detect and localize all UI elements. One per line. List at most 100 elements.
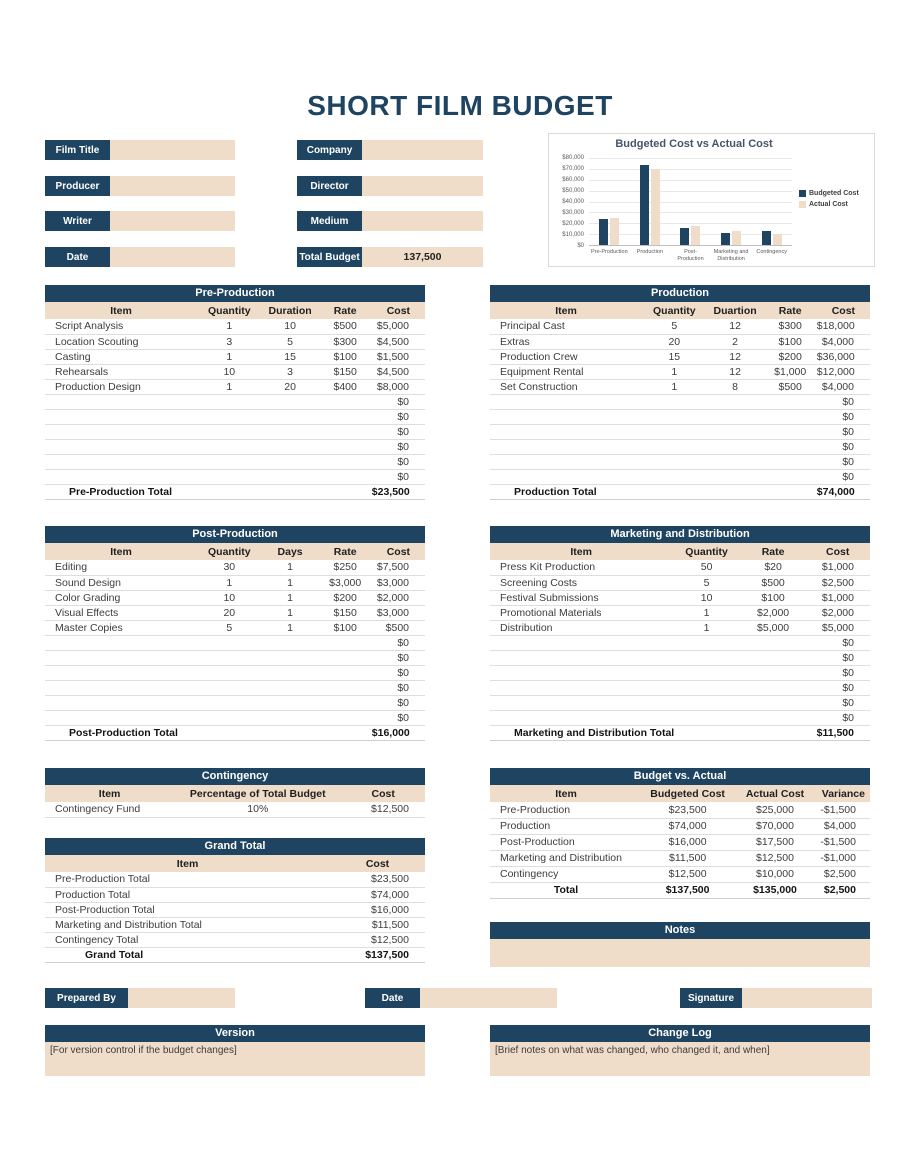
table-row: Casting 1 15 $100 $1,500 [45,349,425,365]
cell: $2,500 [816,866,870,883]
cell [261,680,319,696]
cell: Principal Cast [490,319,642,335]
column-header: Variance [816,785,870,802]
date-input[interactable] [110,247,235,267]
cell [490,650,673,666]
cell: $0 [371,665,425,681]
prepared-by-input[interactable] [128,988,235,1008]
cell: $100 [740,590,806,606]
director-input[interactable] [362,176,483,196]
change-log-input[interactable]: [Brief notes on what was changed, who ch… [490,1042,870,1076]
cell [672,680,741,696]
total-row: Post-Production Total $16,000 [45,725,425,741]
cell [490,680,673,696]
cell: $100 [318,620,372,636]
cell: $23,500 [642,802,734,819]
cell: $1,000 [805,590,870,606]
cell [642,454,707,470]
producer-label: Producer [45,176,110,196]
column-header: Item [45,855,330,872]
table-row: Production Crew 15 12 $200 $36,000 [490,349,870,365]
bar-group [751,158,792,245]
cell: $2,000 [805,605,870,621]
cell: Color Grading [45,590,197,606]
cell: $12,000 [816,364,870,380]
cell: $5,000 [740,620,806,636]
cell [763,424,817,440]
cell: $0 [371,469,425,485]
column-header-row: Item Quantity Days Rate Cost [45,543,425,560]
cell [45,665,197,681]
bar-group [670,158,711,245]
table-row: Principal Cast 5 12 $300 $18,000 [490,319,870,335]
company-input[interactable] [362,140,483,160]
column-header: Item [490,785,642,802]
cell: Pre-Production Total [45,872,330,888]
cell: 12 [706,364,764,380]
cell [45,454,197,470]
cell: $500 [740,575,806,591]
writer-input[interactable] [110,211,235,231]
total-cell: $135,000 [733,882,817,899]
y-tick-label: $40,000 [562,199,584,205]
cell: Post-Production [490,834,642,851]
chart-plot-area [589,158,792,246]
cell: Promotional Materials [490,605,673,621]
cell: 15 [642,349,707,365]
bar-budgeted-cost [761,231,771,245]
cell: -$1,500 [816,834,870,851]
budget-vs-actual-chart: Budgeted Cost vs Actual Cost $80,000 $70,… [548,133,875,267]
cell: $1,500 [371,349,425,365]
cell: $2,500 [805,575,870,591]
y-tick-label: $50,000 [562,188,584,194]
cell: $250 [318,560,372,576]
cell: $5,000 [805,620,870,636]
cell [706,394,764,410]
cell: Sound Design [45,575,197,591]
cell: $300 [318,334,372,350]
table-row: Post-Production $16,000 $17,500 -$1,500 [490,834,870,851]
cell: Production Crew [490,349,642,365]
column-header: Item [45,302,197,319]
signature-input[interactable] [742,988,872,1008]
section-budget-vs-actual: Budget vs. Actual Item Budgeted Cost Actua… [490,768,870,899]
cell [740,650,806,666]
section-pre-production: Pre-Production Item Quantity Duration Rate C… [45,285,425,500]
cell: Distribution [490,620,673,636]
cell: $20 [740,560,806,576]
footer-date-input[interactable] [420,988,557,1008]
producer-input[interactable] [110,176,235,196]
cell: $16,000 [642,834,734,851]
cell: $3,000 [371,575,425,591]
film-title-input[interactable] [110,140,235,160]
column-header: Actual Cost [733,785,817,802]
cell: $18,000 [816,319,870,335]
cell: 1 [197,349,262,365]
cell: 50 [672,560,741,576]
cell: 1 [197,379,262,395]
cell: $0 [371,680,425,696]
y-tick-label: $30,000 [562,210,584,216]
total-label: Pre-Production Total [45,484,372,500]
cell [45,394,197,410]
legend-label: Actual Cost [809,201,848,208]
gridline [589,190,792,192]
medium-input[interactable] [362,211,483,231]
cell: $4,000 [816,818,870,835]
cell: 1 [197,575,262,591]
cell [318,439,372,455]
notes-input[interactable] [490,939,870,967]
cell: -$1,000 [816,850,870,867]
table-row: $0 [45,635,425,651]
total-budget-input[interactable]: 137,500 [362,247,483,267]
cell: 10 [197,364,262,380]
version-input[interactable]: [For version control if the budget chang… [45,1042,425,1076]
cell [45,424,197,440]
cell: $200 [763,349,817,365]
bar-group [711,158,752,245]
table-row: Production Design 1 20 $400 $8,000 [45,379,425,395]
total-label: Marketing and Distribution Total [490,725,806,741]
table-row: $0 [45,665,425,681]
cell: $70,000 [733,818,817,835]
cell: $0 [816,469,870,485]
